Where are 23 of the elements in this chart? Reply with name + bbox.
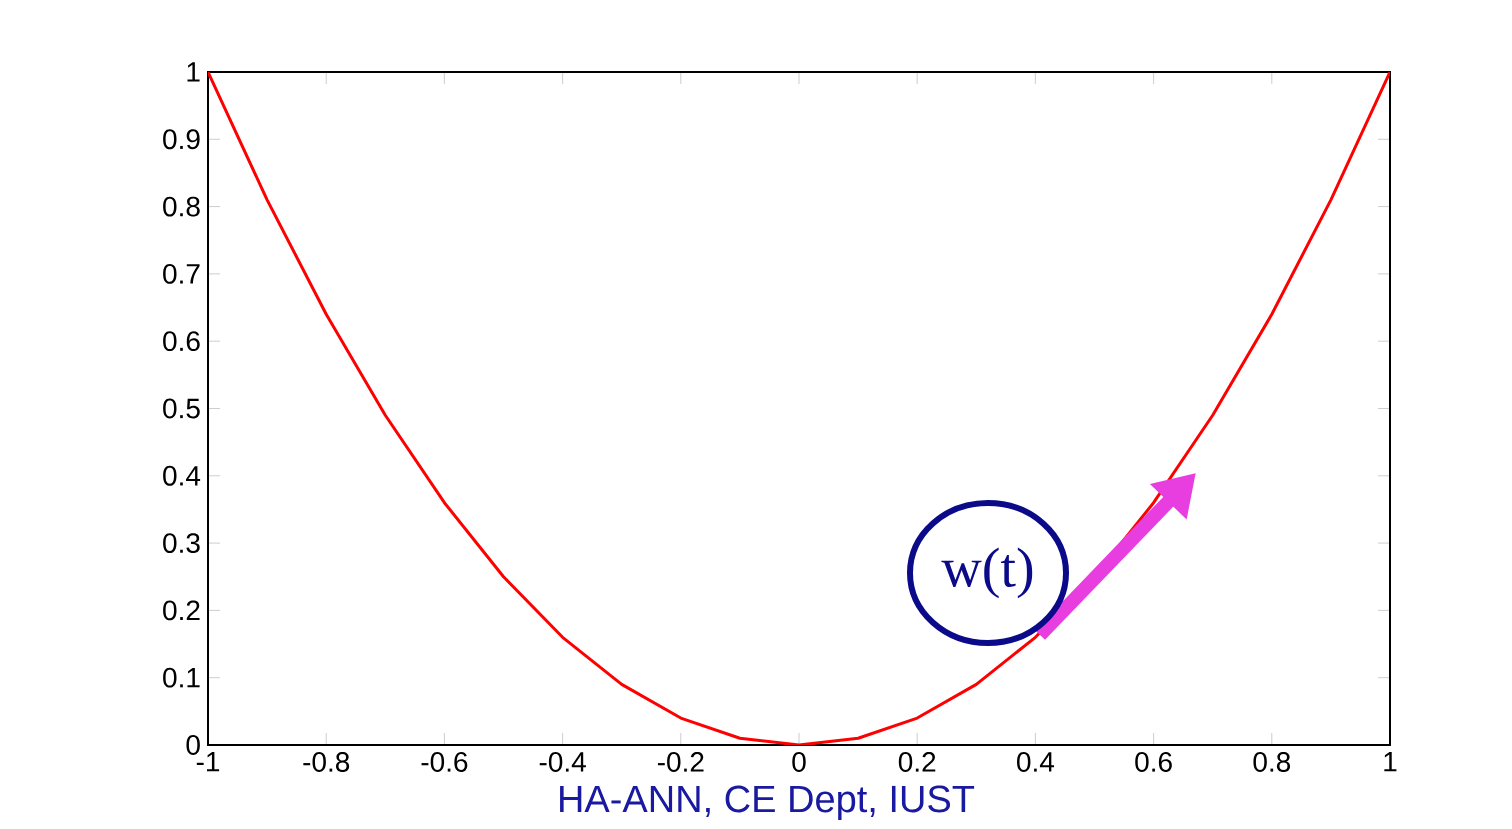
y-tick-label: 0.6 [163, 331, 200, 352]
y-tick-label: 0.7 [163, 263, 200, 284]
x-tick-label: -0.6 [421, 752, 468, 772]
x-tick-label: 1 [1384, 752, 1397, 772]
text: HA-ANN, CE Dept, IUST [560, 785, 975, 820]
x-tick-label: 0.6 [1135, 752, 1172, 772]
line-series [208, 71, 1390, 745]
x-tick-label: 0.2 [898, 752, 936, 772]
y-tick-label: 0.5 [163, 398, 200, 419]
y-tick-label: 0.8 [163, 196, 200, 217]
y-tick-label: 0.2 [163, 600, 200, 621]
x-tick-label: 0.4 [1017, 752, 1055, 772]
x-tick-label: 0.8 [1253, 752, 1291, 772]
y-tick-label: 0.4 [163, 465, 201, 486]
y-tick-label: 1 [187, 62, 200, 82]
y-tick-label: 0.1 [163, 667, 200, 688]
y-tick-label: 0.9 [163, 129, 200, 150]
annotation: w(t) [941, 547, 1033, 599]
x-tick-label: -0.4 [539, 752, 586, 772]
x-tick-label: -0.2 [657, 752, 704, 772]
x-tick-label: 0 [792, 752, 806, 772]
y-tick-label: 0.3 [163, 533, 200, 554]
x-tick-label: -0.8 [303, 752, 350, 772]
